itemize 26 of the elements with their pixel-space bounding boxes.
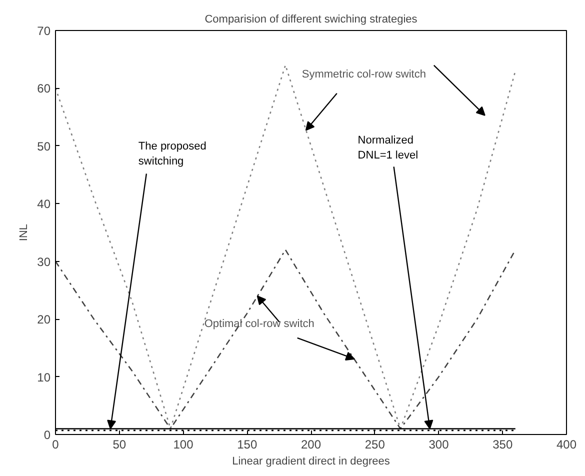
y-axis-title: INL xyxy=(18,224,30,242)
y-tick-label: 0 xyxy=(44,428,51,442)
y-tick-label: 10 xyxy=(37,370,51,384)
x-tick-label: 0 xyxy=(52,438,60,452)
x-tick-label: 400 xyxy=(556,438,577,452)
x-tick-label: 150 xyxy=(237,438,258,452)
x-tick-label: 300 xyxy=(428,438,450,452)
x-tick-label: 350 xyxy=(492,438,513,452)
annotation: Symmetric col-row switch xyxy=(302,68,426,80)
line-series xyxy=(56,64,516,430)
y-tick-label: 30 xyxy=(37,254,51,269)
x-tick-label: 100 xyxy=(173,438,194,452)
y-tick-label: 50 xyxy=(37,139,51,154)
y-tick-label: 40 xyxy=(37,197,51,212)
y-tick-label: 70 xyxy=(37,24,51,38)
annotation: The proposed switching xyxy=(138,140,206,168)
x-tick-label: 50 xyxy=(112,438,126,452)
x-tick-label: 200 xyxy=(300,438,322,452)
line-series xyxy=(56,249,516,430)
chart-title: Comparision of different swiching strategies xyxy=(204,14,418,26)
y-tick-label: 60 xyxy=(37,82,51,96)
y-tick-label: 20 xyxy=(37,312,51,327)
x-axis-title: Linear gradient direct in degrees xyxy=(232,456,390,468)
annotation: Normalized DNL=1 level xyxy=(358,134,418,162)
x-tick-label: 250 xyxy=(364,438,386,452)
annotation: Optimal col-row switch xyxy=(204,318,314,330)
